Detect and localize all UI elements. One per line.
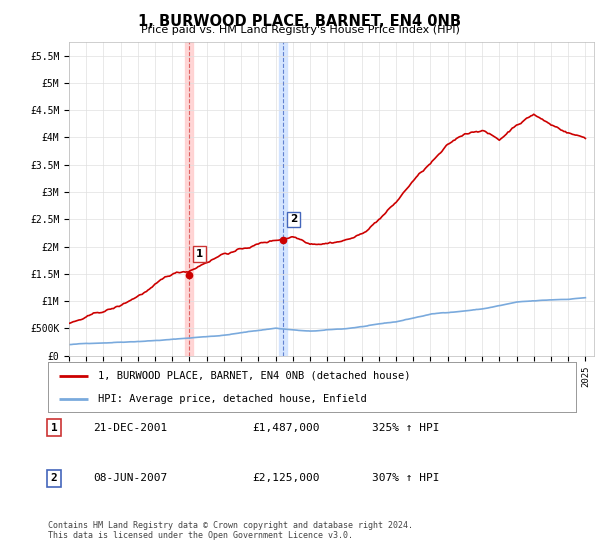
Text: 08-JUN-2007: 08-JUN-2007 — [93, 473, 167, 483]
Text: 307% ↑ HPI: 307% ↑ HPI — [372, 473, 439, 483]
Text: 21-DEC-2001: 21-DEC-2001 — [93, 423, 167, 433]
Text: 1: 1 — [196, 249, 203, 259]
Text: 325% ↑ HPI: 325% ↑ HPI — [372, 423, 439, 433]
Text: £2,125,000: £2,125,000 — [252, 473, 320, 483]
Text: HPI: Average price, detached house, Enfield: HPI: Average price, detached house, Enfi… — [98, 394, 367, 404]
Text: £1,487,000: £1,487,000 — [252, 423, 320, 433]
Text: Price paid vs. HM Land Registry's House Price Index (HPI): Price paid vs. HM Land Registry's House … — [140, 25, 460, 35]
Text: 1, BURWOOD PLACE, BARNET, EN4 0NB (detached house): 1, BURWOOD PLACE, BARNET, EN4 0NB (detac… — [98, 371, 410, 381]
Bar — [279, 42, 287, 356]
Text: 2: 2 — [50, 473, 58, 483]
Text: Contains HM Land Registry data © Crown copyright and database right 2024.
This d: Contains HM Land Registry data © Crown c… — [48, 521, 413, 540]
Text: 1: 1 — [50, 423, 58, 433]
Bar — [185, 42, 193, 356]
Text: 1, BURWOOD PLACE, BARNET, EN4 0NB: 1, BURWOOD PLACE, BARNET, EN4 0NB — [139, 14, 461, 29]
Text: 2: 2 — [290, 214, 297, 224]
